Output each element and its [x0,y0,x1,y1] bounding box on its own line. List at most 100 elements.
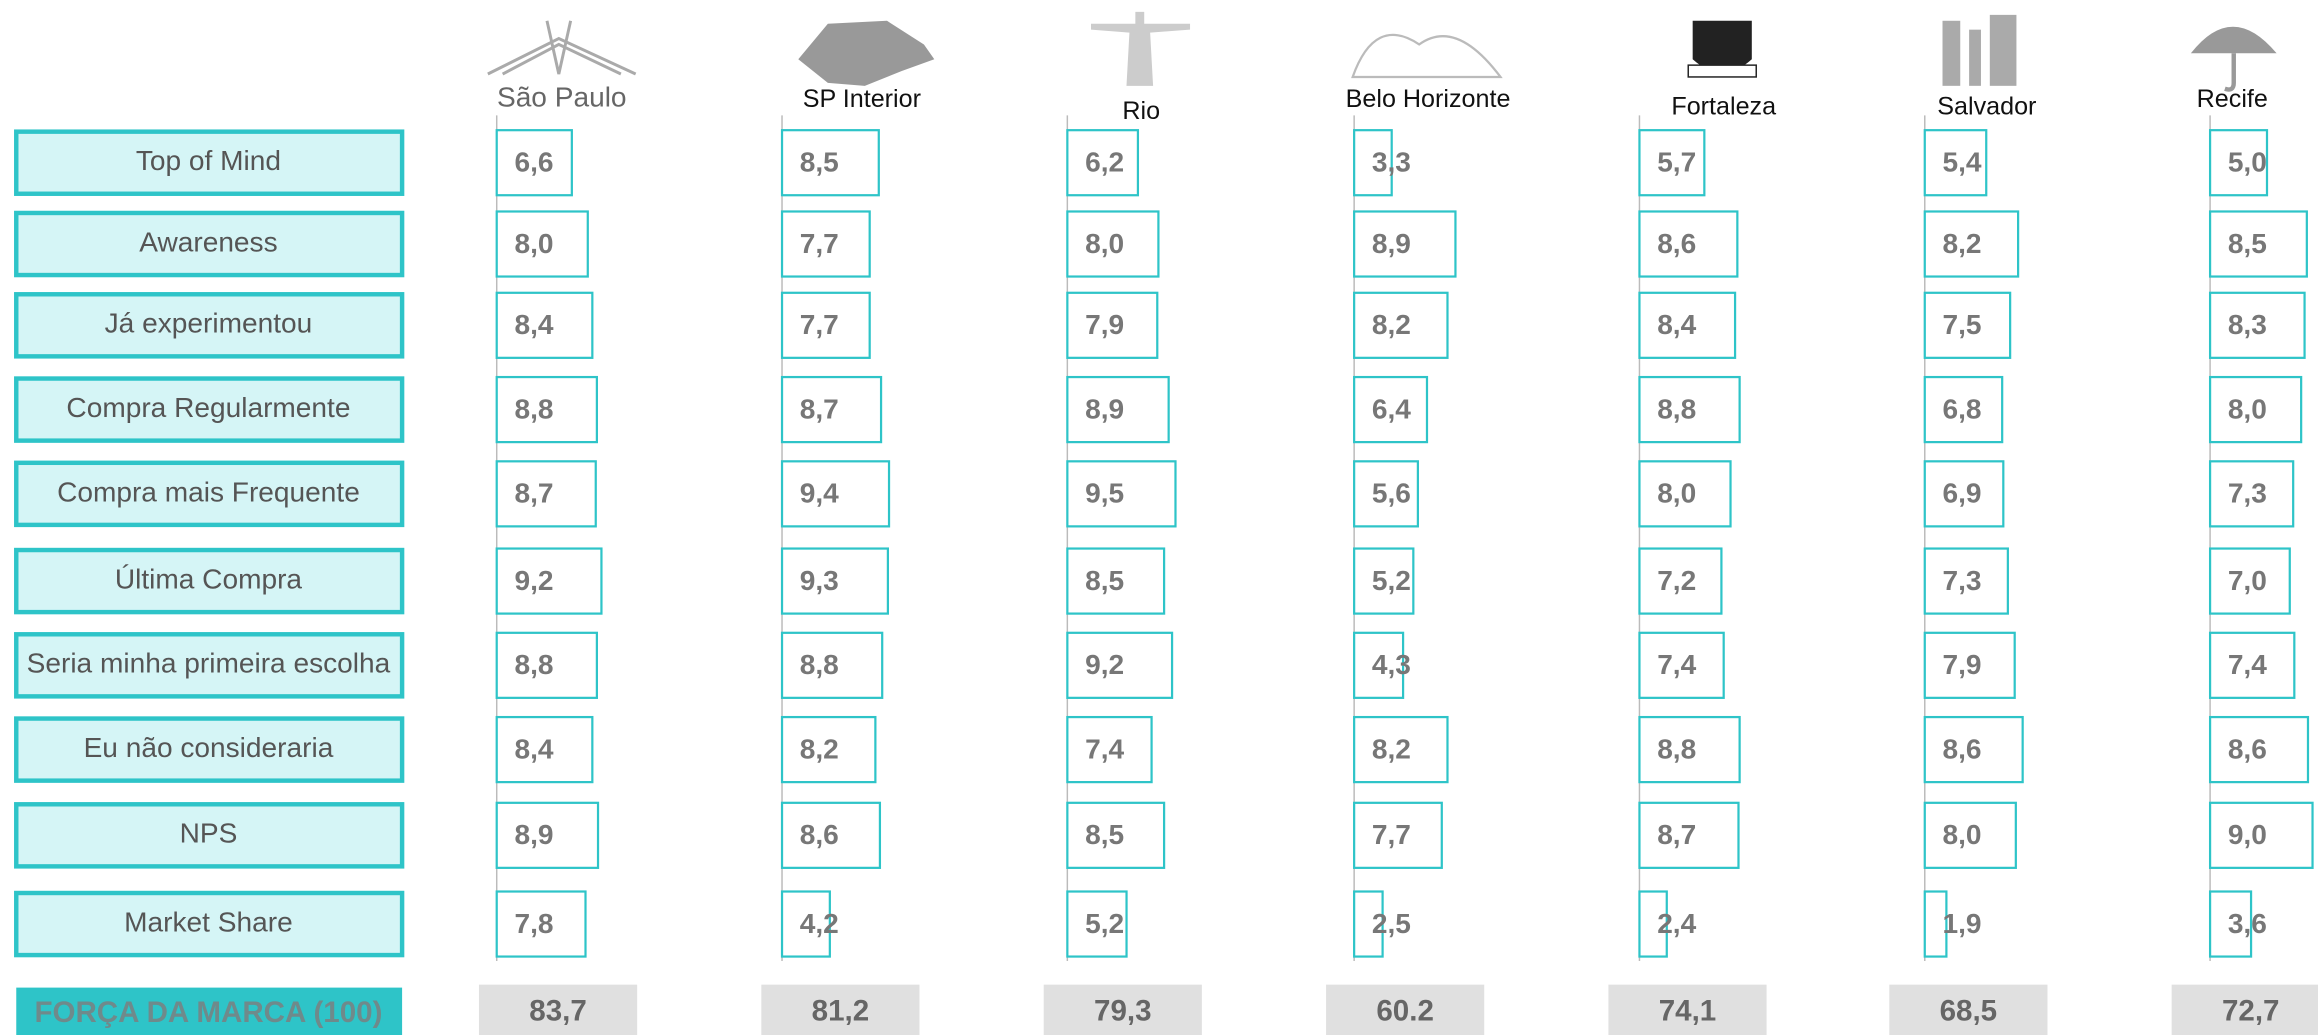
value-label: 9,2 [1085,649,1124,680]
bar [2208,375,2303,444]
value-label: 9,5 [1085,478,1124,509]
total-value: 79,3 [1094,995,1152,1028]
bar [2208,547,2291,615]
value-label: 9,3 [800,565,839,596]
total-value: 68,5 [1940,995,1998,1028]
value-label: 7,4 [1085,733,1124,764]
value-label: 8,0 [2228,393,2267,424]
bar [1066,547,1166,615]
bar [780,375,883,444]
value-label: 5,4 [1943,147,1982,178]
bar [1923,460,2005,528]
value-label: 7,4 [1657,649,1696,680]
value-label: 8,4 [514,309,553,340]
total-value: 72,7 [2222,995,2280,1028]
bar [1638,375,1741,444]
value-label: 6,4 [1372,393,1411,424]
value-label: 8,2 [800,733,839,764]
value-label: 3,6 [2228,908,2267,939]
value-label: 8,8 [1657,733,1696,764]
bar [2208,129,2269,197]
bar [1353,291,1449,359]
bar [1066,375,1170,444]
bar [1066,631,1174,699]
value-label: 8,8 [800,649,839,680]
bar [1638,715,1741,784]
bar [1638,460,1732,528]
bar [780,460,891,528]
bar [1638,547,1723,615]
value-label: 7,9 [1943,649,1982,680]
value-label: 8,5 [800,147,839,178]
total-cell [761,984,920,1035]
bar [495,547,603,615]
value-label: 8,5 [1085,819,1124,850]
bar [780,210,871,278]
bar [2208,715,2310,784]
bar [1353,715,1449,784]
value-label: 7,4 [2228,649,2267,680]
value-label: 7,8 [514,908,553,939]
bar [2208,291,2306,359]
value-label: 8,0 [1657,478,1696,509]
icon-belo-horizonte [1351,33,1503,79]
value-label: 6,9 [1943,478,1982,509]
city-name: Rio [1122,97,1160,125]
value-label: 9,2 [514,565,553,596]
bar [495,801,600,869]
value-label: 5,2 [1372,565,1411,596]
value-label: 1,9 [1943,908,1982,939]
value-label: 5,7 [1657,147,1696,178]
value-label: 8,4 [514,733,553,764]
value-label: 8,2 [1943,228,1982,259]
value-label: 8,9 [1085,393,1124,424]
bar [495,210,589,278]
category-box [14,716,405,783]
city-name: Belo Horizonte [1346,85,1511,113]
bar [780,890,831,958]
bar [1066,291,1159,359]
value-label: 6,8 [1943,393,1982,424]
value-label: 8,9 [514,819,553,850]
value-label: 7,3 [2228,478,2267,509]
bar [1923,890,1948,958]
category-box [14,460,405,528]
bar [1923,210,2020,278]
value-label: 8,8 [514,649,553,680]
bar [780,291,871,359]
value-label: 8,8 [1657,393,1696,424]
value-label: 4,2 [800,908,839,939]
value-label: 5,2 [1085,908,1124,939]
value-label: 8,8 [514,393,553,424]
value-label: 5,6 [1372,478,1411,509]
category-box [14,292,405,359]
total-label: FORÇA DA MARCA (100) [34,996,382,1029]
category-label: Eu não consideraria [84,732,334,763]
city-name: Recife [2197,85,2268,113]
bar [1066,801,1166,869]
bar [1066,129,1140,197]
value-label: 8,2 [1372,309,1411,340]
bar [780,129,880,197]
bar [1353,801,1443,869]
chart-body: Top of Mind Awareness Já experimentou Compr… [14,82,2318,1035]
icon-fortaleza [1687,20,1757,78]
value-label: 2,5 [1372,908,1411,939]
value-label: 6,6 [514,147,553,178]
bar [2208,890,2253,958]
value-label: 8,5 [1085,565,1124,596]
value-label: 7,3 [1943,565,1982,596]
value-label: 8,5 [2228,228,2267,259]
category-label: Compra Regularmente [66,392,350,423]
value-label: 8,7 [1657,819,1696,850]
category-box [14,210,405,278]
category-box [14,376,405,443]
bar [1353,375,1429,444]
category-label: Top of Mind [136,145,281,176]
category-label: Última Compra [115,563,303,594]
bar [1353,890,1384,958]
bar [1353,210,1457,278]
total-value: 60.2 [1376,995,1434,1028]
total-cell [1043,984,1202,1035]
category-box [14,802,405,869]
